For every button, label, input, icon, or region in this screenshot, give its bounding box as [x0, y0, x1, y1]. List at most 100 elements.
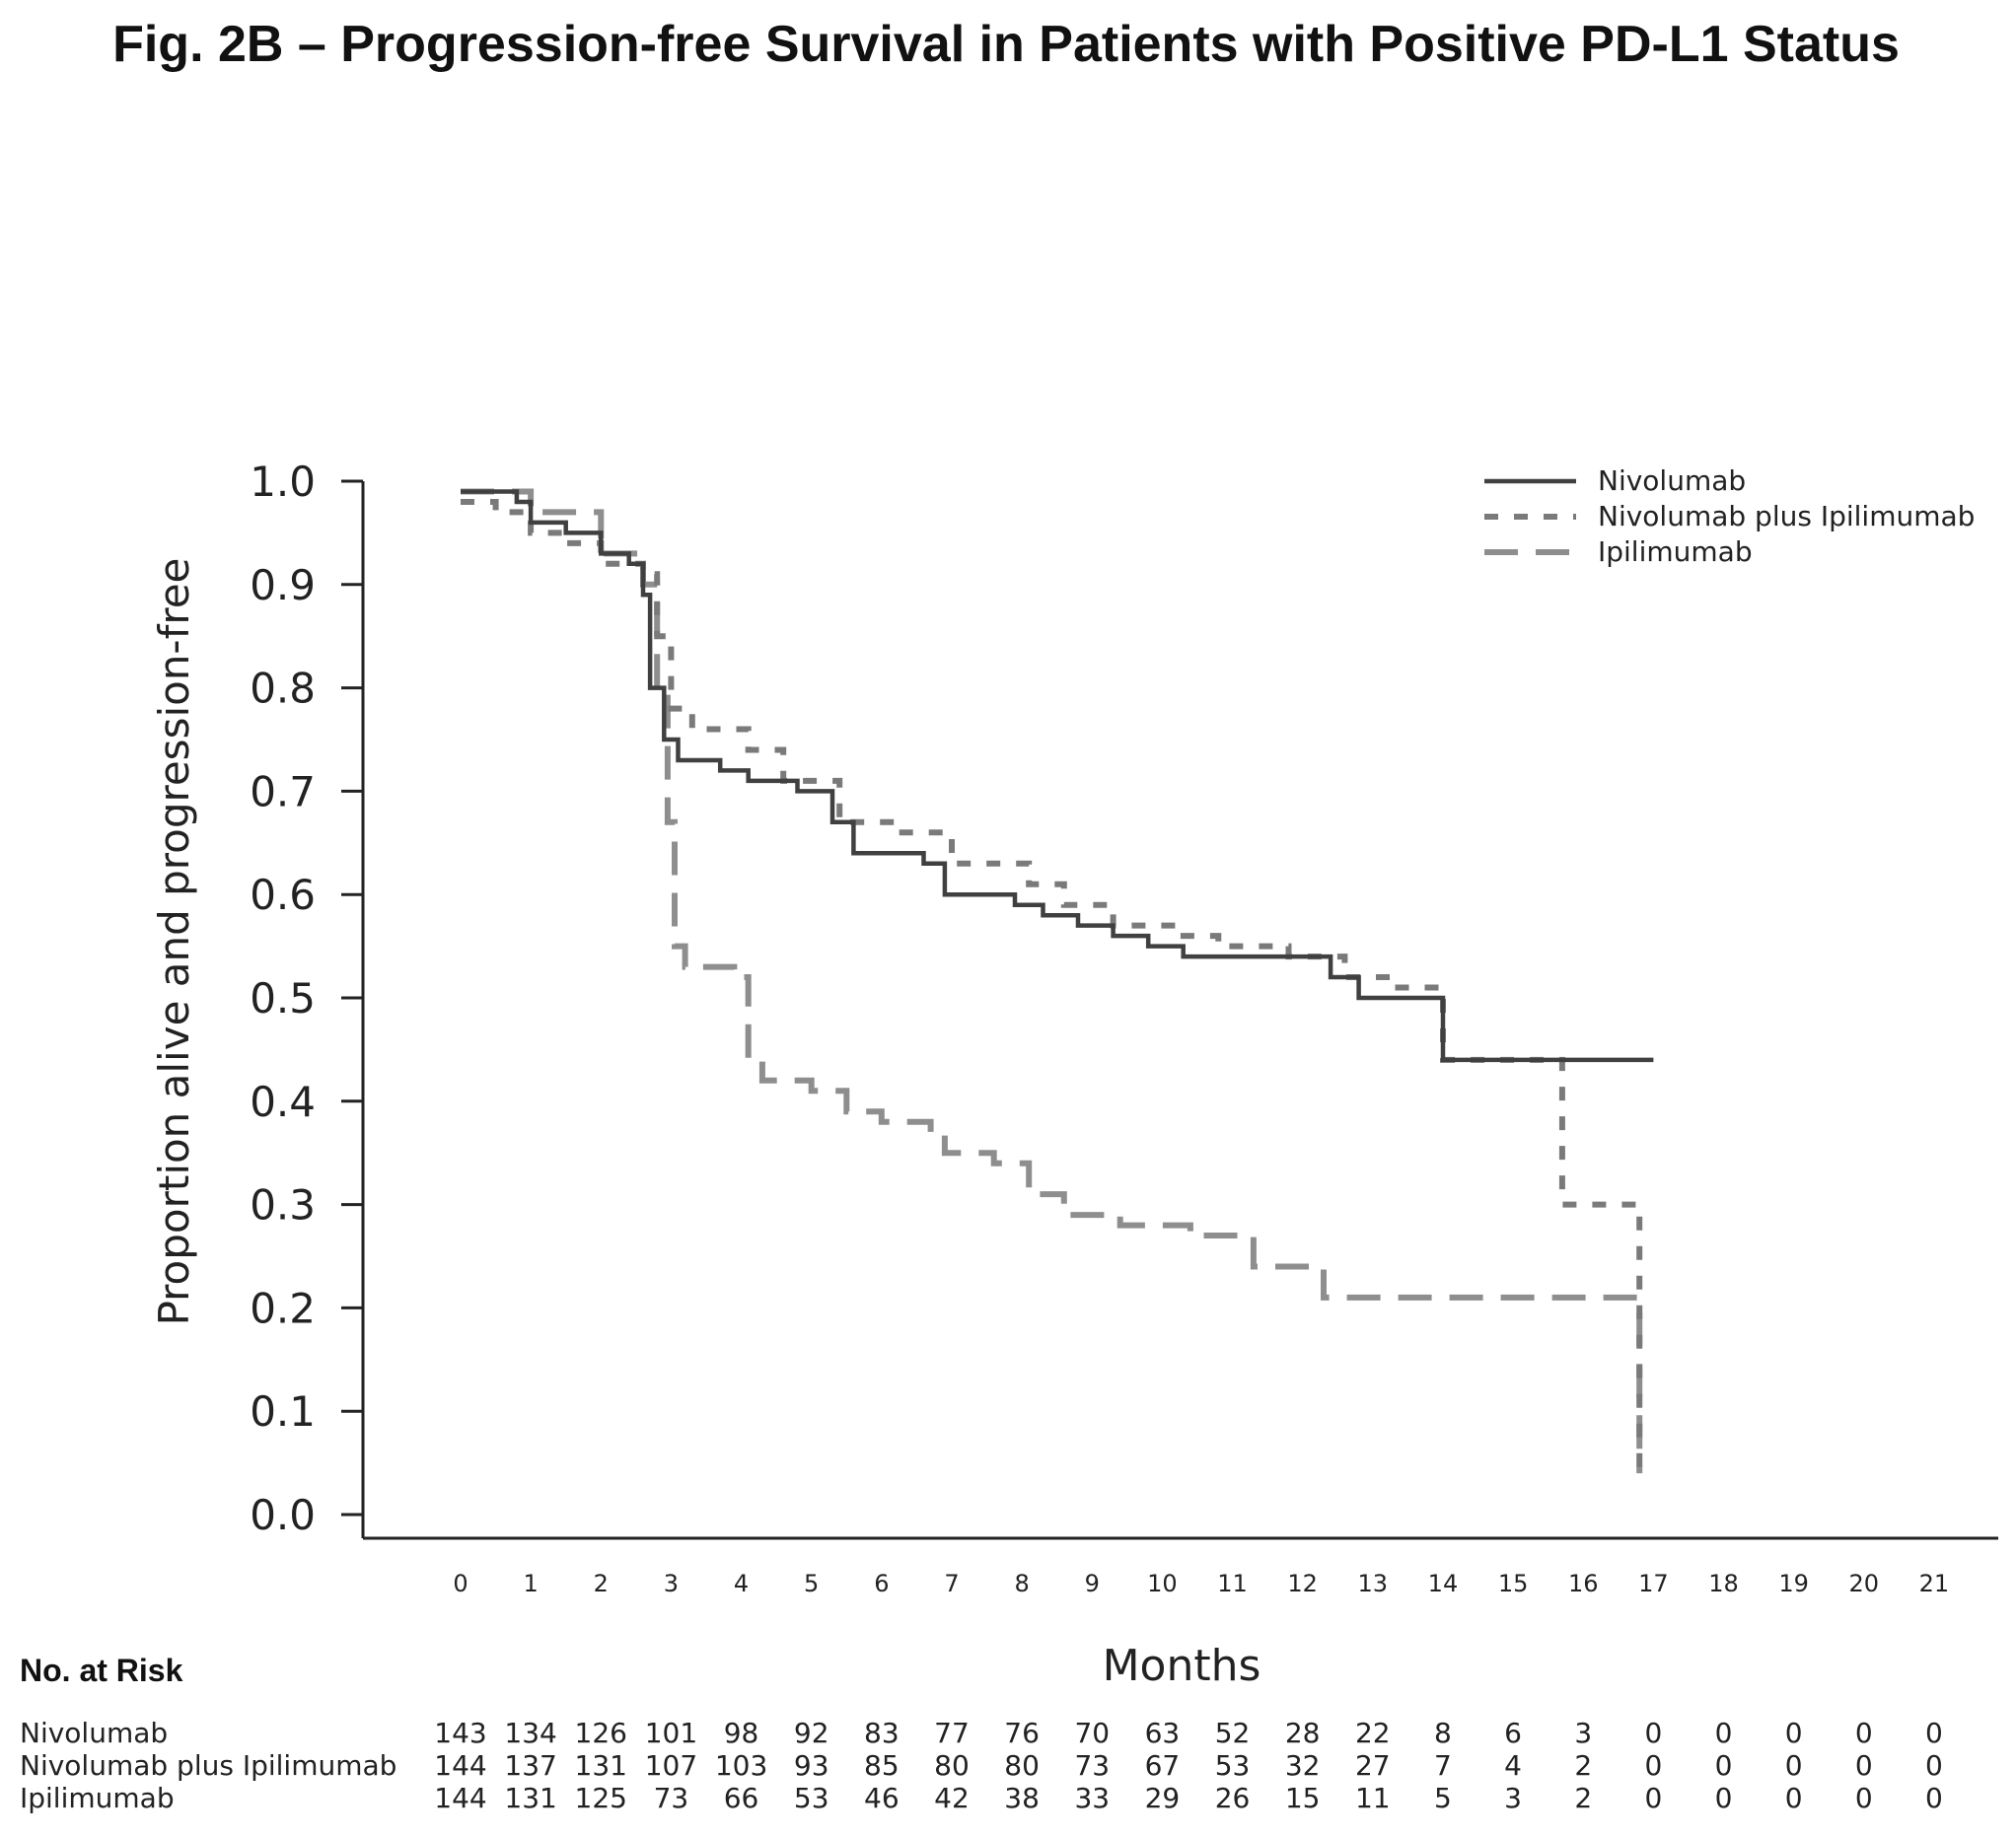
risk-cell: 0 — [1715, 1717, 1733, 1749]
risk-cell: 73 — [654, 1782, 689, 1814]
x-tick-label: 12 — [1287, 1570, 1318, 1597]
x-tick-label: 11 — [1217, 1570, 1248, 1597]
risk-cell: 5 — [1434, 1782, 1452, 1814]
x-tick-label: 6 — [874, 1570, 889, 1597]
x-tick-label: 8 — [1014, 1570, 1029, 1597]
risk-cell: 134 — [504, 1717, 556, 1749]
y-tick-label: 0.0 — [250, 1491, 316, 1539]
risk-cell: 67 — [1145, 1749, 1181, 1782]
risk-cell: 7 — [1434, 1749, 1452, 1782]
risk-row-label: Ipilimumab — [20, 1782, 175, 1814]
risk-cell: 107 — [645, 1749, 697, 1782]
risk-cell: 0 — [1715, 1749, 1733, 1782]
risk-cell: 0 — [1644, 1782, 1662, 1814]
risk-cell: 6 — [1504, 1717, 1522, 1749]
risk-cell: 131 — [575, 1749, 627, 1782]
risk-cell: 101 — [645, 1717, 697, 1749]
risk-cell: 22 — [1355, 1717, 1391, 1749]
y-tick-label: 0.4 — [250, 1078, 316, 1126]
y-tick-label: 0.6 — [250, 871, 316, 919]
y-tick-label: 0.1 — [250, 1387, 316, 1436]
risk-cell: 63 — [1145, 1717, 1181, 1749]
x-tick-label: 2 — [594, 1570, 609, 1597]
risk-cell: 28 — [1285, 1717, 1321, 1749]
risk-cell: 3 — [1504, 1782, 1522, 1814]
risk-cell: 137 — [504, 1749, 556, 1782]
y-ticks: 0.0 0.1 0.2 0.3 0.4 0.5 0.6 0.7 0.8 0.9 1.0 — [250, 458, 363, 1539]
x-tick-label: 13 — [1358, 1570, 1389, 1597]
x-tick-label: 10 — [1147, 1570, 1178, 1597]
x-tick-label: 14 — [1428, 1570, 1459, 1597]
risk-cell: 70 — [1074, 1717, 1110, 1749]
series-line-nivolumab — [461, 489, 1654, 1063]
risk-cell: 77 — [934, 1717, 970, 1749]
y-tick-label: 0.9 — [250, 561, 316, 609]
x-tick-label: 1 — [523, 1570, 538, 1597]
risk-cell: 0 — [1855, 1717, 1873, 1749]
risk-cell: 32 — [1285, 1749, 1321, 1782]
y-tick-label: 0.3 — [250, 1181, 316, 1230]
legend-label: Nivolumab — [1598, 464, 1746, 497]
risk-cell: 98 — [724, 1717, 759, 1749]
risk-cell: 38 — [1004, 1782, 1040, 1814]
x-tick-label: 19 — [1778, 1570, 1809, 1597]
risk-cell: 4 — [1504, 1749, 1522, 1782]
risk-cell: 92 — [794, 1717, 829, 1749]
risk-cell: 85 — [864, 1749, 900, 1782]
risk-cell: 80 — [1004, 1749, 1040, 1782]
risk-cell: 33 — [1074, 1782, 1110, 1814]
x-tick-label: 17 — [1638, 1570, 1669, 1597]
x-axis-label: Months — [1103, 1641, 1261, 1691]
series-lines — [461, 488, 1654, 1474]
x-tick-label: 21 — [1919, 1570, 1950, 1597]
risk-cell: 143 — [434, 1717, 486, 1749]
y-tick-label: 0.8 — [250, 665, 316, 713]
risk-cell: 0 — [1925, 1749, 1943, 1782]
x-tick-label: 3 — [664, 1570, 679, 1597]
risk-cell: 144 — [434, 1749, 486, 1782]
risk-cell: 0 — [1785, 1749, 1803, 1782]
risk-cell: 42 — [934, 1782, 970, 1814]
risk-cell: 26 — [1215, 1782, 1251, 1814]
x-ticks: 0 1 2 3 4 5 6 7 8 9 10 11 12 13 14 15 16 17 18 19 20 21 — [453, 1570, 1949, 1597]
x-tick-label: 7 — [944, 1570, 959, 1597]
y-tick-label: 1.0 — [250, 458, 316, 506]
risk-cell: 53 — [794, 1782, 829, 1814]
x-tick-label: 5 — [804, 1570, 819, 1597]
x-tick-label: 18 — [1708, 1570, 1739, 1597]
legend-label: Nivolumab plus Ipilimumab — [1598, 500, 1975, 532]
risk-cell: 15 — [1285, 1782, 1321, 1814]
y-tick-label: 0.5 — [250, 974, 316, 1023]
risk-cell: 131 — [504, 1782, 556, 1814]
risk-cell: 3 — [1574, 1717, 1592, 1749]
risk-cell: 29 — [1145, 1782, 1181, 1814]
chart-title: Fig. 2B – Progression-free Survival in P… — [112, 16, 1900, 73]
risk-cell: 73 — [1074, 1749, 1110, 1782]
risk-cell: 76 — [1004, 1717, 1040, 1749]
y-axis-label: Proportion alive and progression-free — [150, 558, 198, 1326]
risk-cell: 103 — [715, 1749, 767, 1782]
risk-cell: 83 — [864, 1717, 900, 1749]
x-tick-label: 0 — [453, 1570, 468, 1597]
risk-cell: 0 — [1925, 1717, 1943, 1749]
risk-row-label: Nivolumab — [20, 1717, 168, 1749]
risk-cell: 8 — [1434, 1717, 1452, 1749]
risk-cell: 126 — [575, 1717, 627, 1749]
risk-cell: 0 — [1925, 1782, 1943, 1814]
risk-cell: 0 — [1855, 1749, 1873, 1782]
risk-cell: 2 — [1574, 1782, 1592, 1814]
risk-cell: 0 — [1785, 1717, 1803, 1749]
risk-cell: 0 — [1644, 1749, 1662, 1782]
risk-cell: 0 — [1855, 1782, 1873, 1814]
risk-table-title: No. at Risk — [20, 1653, 183, 1688]
risk-cell: 46 — [864, 1782, 900, 1814]
risk-cell: 125 — [575, 1782, 627, 1814]
x-tick-label: 15 — [1498, 1570, 1529, 1597]
risk-cell: 66 — [724, 1782, 759, 1814]
x-tick-label: 9 — [1085, 1570, 1100, 1597]
y-tick-label: 0.7 — [250, 767, 316, 815]
risk-cell: 93 — [794, 1749, 829, 1782]
risk-cell: 11 — [1355, 1782, 1391, 1814]
x-tick-label: 4 — [734, 1570, 749, 1597]
